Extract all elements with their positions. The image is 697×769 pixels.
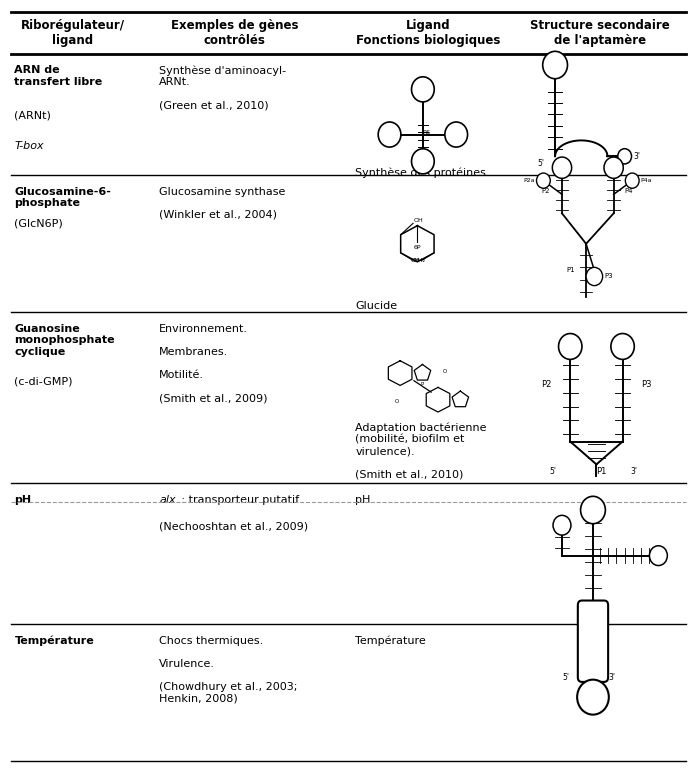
- Text: Ligand
Fonctions biologiques: Ligand Fonctions biologiques: [355, 19, 500, 47]
- Circle shape: [378, 122, 401, 147]
- Circle shape: [543, 52, 567, 78]
- Text: Exemples de gènes
contrôlés: Exemples de gènes contrôlés: [171, 19, 298, 47]
- Text: ARN de
transfert libre: ARN de transfert libre: [15, 65, 102, 87]
- Text: P1: P1: [597, 467, 607, 476]
- Text: 3': 3': [608, 673, 615, 682]
- Circle shape: [411, 77, 434, 102]
- Circle shape: [411, 148, 434, 174]
- Text: Guanosine
monophosphate
cyclique: Guanosine monophosphate cyclique: [15, 324, 115, 357]
- Text: Structure secondaire
de l'aptamère: Structure secondaire de l'aptamère: [530, 19, 670, 47]
- Text: NH₂: NH₂: [414, 258, 426, 263]
- Circle shape: [581, 496, 606, 524]
- Text: 5': 5': [538, 159, 545, 168]
- Text: Glucide: Glucide: [355, 301, 397, 311]
- Circle shape: [537, 173, 550, 188]
- Text: OH: OH: [411, 258, 420, 263]
- Circle shape: [618, 148, 631, 164]
- Text: P2: P2: [542, 188, 550, 194]
- Text: Température: Température: [15, 635, 94, 646]
- Circle shape: [650, 546, 667, 565]
- Text: P4a: P4a: [641, 178, 652, 183]
- Text: 3': 3': [634, 151, 641, 161]
- Circle shape: [552, 157, 572, 178]
- Text: Chocs thermiques.

Virulence.

(Chowdhury et al., 2003;
Henkin, 2008): Chocs thermiques. Virulence. (Chowdhury …: [159, 635, 298, 704]
- Circle shape: [604, 157, 623, 178]
- Circle shape: [445, 122, 468, 147]
- Text: pH: pH: [355, 494, 371, 504]
- FancyBboxPatch shape: [578, 601, 608, 682]
- Text: (c-di-GMP): (c-di-GMP): [15, 377, 73, 387]
- Text: T-box: T-box: [15, 141, 44, 151]
- Text: 6P: 6P: [413, 245, 421, 250]
- Circle shape: [586, 268, 603, 285]
- Text: 5': 5': [562, 673, 569, 682]
- Circle shape: [584, 639, 602, 659]
- Text: P4: P4: [624, 188, 632, 194]
- Circle shape: [553, 515, 571, 535]
- Circle shape: [577, 680, 608, 714]
- Text: O: O: [443, 369, 447, 374]
- Text: (Nechooshtan et al., 2009): (Nechooshtan et al., 2009): [159, 521, 308, 531]
- Text: (ARNt): (ARNt): [15, 111, 52, 121]
- Text: Riborégulateur/
ligand: Riborégulateur/ ligand: [21, 19, 125, 47]
- Text: OH: OH: [414, 218, 424, 222]
- Text: : transporteur putatif: : transporteur putatif: [178, 494, 299, 504]
- Text: P3: P3: [605, 274, 613, 279]
- Text: Glucosamine-6-
phosphate: Glucosamine-6- phosphate: [15, 187, 112, 208]
- Circle shape: [611, 334, 634, 359]
- Text: 3': 3': [631, 468, 638, 477]
- Text: O: O: [395, 399, 399, 404]
- Text: alx: alx: [159, 494, 176, 504]
- Text: Adaptation bactérienne
(mobilité, biofilm et
virulence).

(Smith et al., 2010): Adaptation bactérienne (mobilité, biofil…: [355, 422, 487, 479]
- Circle shape: [558, 334, 582, 359]
- Text: Glucosamine synthase

(Winkler et al., 2004): Glucosamine synthase (Winkler et al., 20…: [159, 187, 286, 220]
- Text: (GlcN6P): (GlcN6P): [15, 218, 63, 228]
- Text: 5': 5': [549, 468, 556, 477]
- Text: Température: Température: [355, 635, 426, 646]
- Text: P3: P3: [641, 380, 652, 389]
- Text: P2a: P2a: [523, 178, 535, 183]
- Text: P1: P1: [567, 268, 575, 274]
- Circle shape: [625, 173, 639, 188]
- Text: Environnement.

Membranes.

Motilité.

(Smith et al., 2009): Environnement. Membranes. Motilité. (Smi…: [159, 324, 268, 403]
- Text: Synthèse d'aminoacyl-
ARNt.

(Green et al., 2010): Synthèse d'aminoacyl- ARNt. (Green et al…: [159, 65, 286, 110]
- Text: RS: RS: [422, 131, 430, 135]
- Text: Synthèse des protéines.: Synthèse des protéines.: [355, 168, 490, 178]
- Text: P2: P2: [542, 380, 551, 389]
- Text: pH: pH: [15, 494, 31, 504]
- Text: P: P: [420, 382, 424, 387]
